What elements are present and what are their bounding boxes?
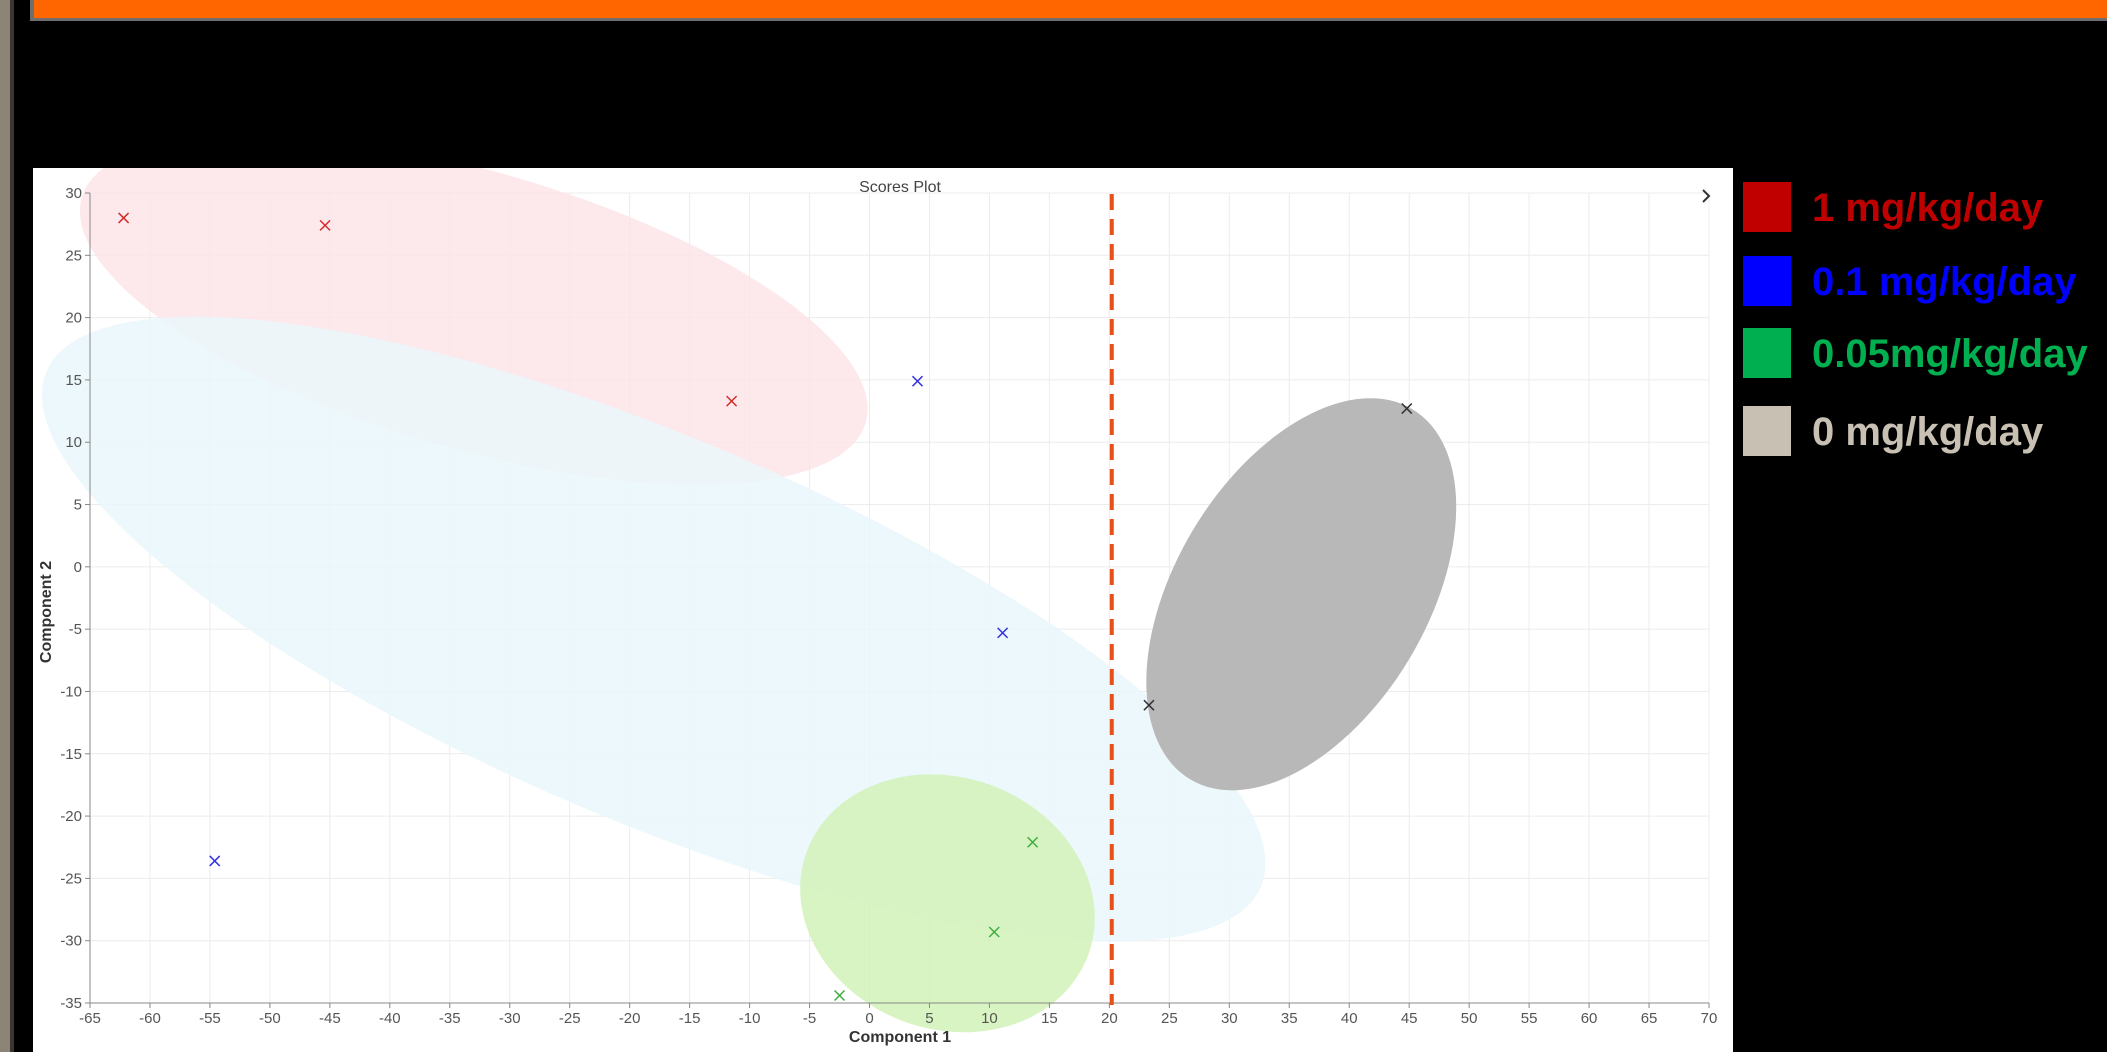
x-tick-label: -55 xyxy=(199,1010,221,1027)
y-tick-label: 15 xyxy=(65,372,82,389)
y-tick-label: -35 xyxy=(60,995,82,1012)
legend-item-0.05mg: 0.05mg/kg/day xyxy=(1740,320,2107,376)
y-tick-label: 10 xyxy=(65,434,82,451)
x-tick-label: -20 xyxy=(619,1010,641,1027)
left-decorative-stripe-shadow xyxy=(10,0,14,1052)
legend-item-1mg: 1 mg/kg/day xyxy=(1740,174,2107,230)
x-tick-label: -35 xyxy=(439,1010,461,1027)
legend-item-0.1mg: 0.1 mg/kg/day xyxy=(1740,248,2107,304)
data-point xyxy=(835,991,845,1001)
y-tick-label: 30 xyxy=(65,185,82,202)
x-tick-label: -25 xyxy=(559,1010,581,1027)
legend-label: 0.1 mg/kg/day xyxy=(1812,256,2077,308)
x-tick-label: -65 xyxy=(79,1010,101,1027)
x-tick-label: 20 xyxy=(1101,1010,1118,1027)
x-tick-label: 30 xyxy=(1221,1010,1238,1027)
scores-plot-panel: -65 -60 -55 -50 -45 -40 -35 -30 -25 -20 -15 -10 -5 0 5… xyxy=(33,168,1733,1052)
legend-swatch xyxy=(1743,328,1791,378)
title-banner xyxy=(30,0,2107,21)
x-tick-label: -10 xyxy=(739,1010,761,1027)
y-tick-label: -20 xyxy=(60,808,82,825)
x-tick-label: -45 xyxy=(319,1010,341,1027)
left-decorative-stripe xyxy=(0,0,10,1052)
confidence-ellipses xyxy=(33,168,1520,1052)
legend-swatch xyxy=(1743,182,1791,232)
y-tick-label: 0 xyxy=(74,559,82,576)
x-tick-label: -15 xyxy=(679,1010,701,1027)
chart-title: Scores Plot xyxy=(859,179,941,196)
x-axis-title: Component 1 xyxy=(849,1029,951,1046)
data-point xyxy=(912,376,922,386)
legend-label: 0.05mg/kg/day xyxy=(1812,328,2088,380)
x-tick-label: 5 xyxy=(925,1010,933,1027)
expand-chevron-icon[interactable] xyxy=(1703,190,1709,202)
y-axis-title: Component 2 xyxy=(38,561,55,663)
data-point xyxy=(210,856,220,866)
y-tick-label: -15 xyxy=(60,746,82,763)
y-tick-label: -30 xyxy=(60,933,82,950)
y-tick-label: 5 xyxy=(74,497,82,514)
x-tick-label: 55 xyxy=(1521,1010,1538,1027)
x-tick-label: 60 xyxy=(1581,1010,1598,1027)
legend-label: 1 mg/kg/day xyxy=(1812,182,2043,234)
x-tick-label: 25 xyxy=(1161,1010,1178,1027)
x-tick-label: 15 xyxy=(1041,1010,1058,1027)
x-tick-label: 40 xyxy=(1341,1010,1358,1027)
x-tick-label: 35 xyxy=(1281,1010,1298,1027)
x-tick-label: 45 xyxy=(1401,1010,1418,1027)
x-tick-label: 10 xyxy=(981,1010,998,1027)
legend-label: 0 mg/kg/day xyxy=(1812,406,2043,458)
legend-swatch xyxy=(1743,256,1791,306)
x-tick-label: 65 xyxy=(1641,1010,1658,1027)
y-tick-label: -5 xyxy=(69,621,82,638)
legend: 1 mg/kg/day 0.1 mg/kg/day 0.05mg/kg/day … xyxy=(1740,168,2107,468)
scores-plot: -65 -60 -55 -50 -45 -40 -35 -30 -25 -20 -15 -10 -5 0 5… xyxy=(33,168,1733,1052)
x-tick-label: 0 xyxy=(865,1010,873,1027)
y-tick-label: 20 xyxy=(65,310,82,327)
legend-item-0mg: 0 mg/kg/day xyxy=(1740,398,2107,454)
y-tick-label: 25 xyxy=(65,247,82,264)
y-tick-label: -10 xyxy=(60,683,82,700)
x-tick-label: -30 xyxy=(499,1010,521,1027)
legend-swatch xyxy=(1743,406,1791,456)
y-tick-label: -25 xyxy=(60,870,82,887)
x-tick-label: 70 xyxy=(1701,1010,1718,1027)
x-tick-label: -40 xyxy=(379,1010,401,1027)
x-tick-label: 50 xyxy=(1461,1010,1478,1027)
x-tick-label: -50 xyxy=(259,1010,281,1027)
x-tick-label: -60 xyxy=(139,1010,161,1027)
x-tick-label: -5 xyxy=(803,1010,816,1027)
